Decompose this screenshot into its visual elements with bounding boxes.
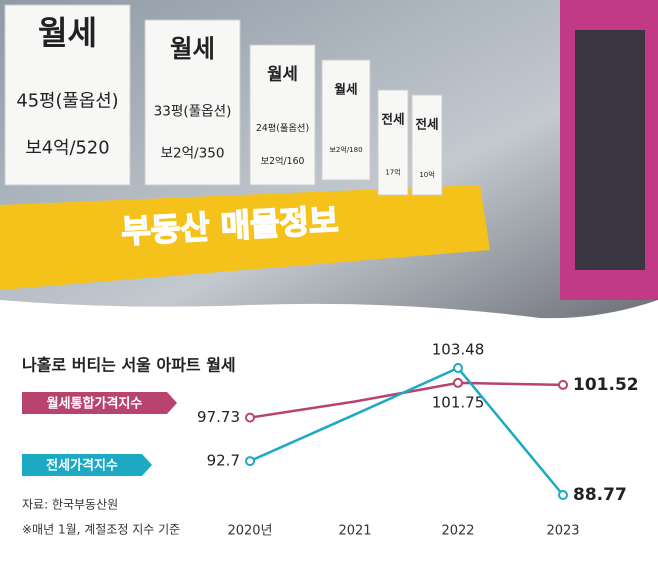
x-tick-label: 2021 bbox=[338, 524, 371, 539]
legend-tag bbox=[22, 454, 152, 476]
source: 자료: 한국부동산원 bbox=[22, 498, 118, 512]
value-label: 103.48 bbox=[432, 341, 485, 359]
sign-text: 33평(풀옵션) bbox=[154, 104, 232, 120]
x-tick-label: 2023 bbox=[546, 524, 579, 539]
marker bbox=[453, 377, 463, 388]
sign-text: 보2억/350 bbox=[160, 145, 224, 161]
sign-text: 10억 bbox=[419, 171, 434, 179]
sign-heading: 월세 bbox=[267, 64, 298, 84]
marker bbox=[558, 490, 568, 500]
legend-label: 전세가격지수 bbox=[46, 458, 118, 474]
sign-text: 24평(풀옵션) bbox=[256, 123, 309, 134]
sign bbox=[377, 89, 409, 196]
legend-label: 월세통합가격지수 bbox=[47, 396, 143, 412]
sign-heading: 전세 bbox=[415, 117, 438, 132]
sign-text: 17억 bbox=[385, 169, 400, 177]
photo: 월세 45평(풀옵션) 보4억/520 월세 33평(풀옵션) 보2억/350 월세 24평(… bbox=[0, 0, 658, 319]
chart: 나홀로 버티는 서울 아파트 월세 자료: 한국부동산원 ※매년 1월, 계절조… bbox=[0, 330, 658, 585]
marker bbox=[245, 456, 255, 467]
legend-tag bbox=[22, 392, 177, 414]
x-tick-label: 2022 bbox=[441, 524, 474, 539]
sign-heading: 월세 bbox=[38, 14, 97, 52]
banner-strip bbox=[0, 185, 490, 290]
sign-heading: 월세 bbox=[170, 34, 215, 63]
chart-title: 나홀로 버티는 서울 아파트 월세 bbox=[22, 356, 236, 375]
x-tick-label: 2020년 bbox=[227, 524, 272, 539]
marker bbox=[558, 379, 568, 390]
sign bbox=[249, 44, 316, 186]
storefront-window bbox=[575, 30, 645, 270]
sign-heading: 전세 bbox=[381, 112, 404, 127]
value-label: 101.75 bbox=[432, 393, 485, 411]
marker bbox=[245, 412, 255, 423]
series-line bbox=[249, 366, 564, 496]
note: ※매년 1월, 계절조정 지수 기준 bbox=[22, 523, 180, 537]
sign bbox=[4, 4, 131, 186]
value-label: 101.52 bbox=[573, 375, 639, 395]
sign bbox=[144, 19, 241, 186]
sign-text: 보2억/180 bbox=[329, 146, 362, 154]
sign-text: 보2억/160 bbox=[261, 155, 305, 167]
value-label: 97.73 bbox=[197, 408, 240, 426]
sign bbox=[411, 94, 443, 196]
marker bbox=[453, 363, 463, 373]
sign bbox=[321, 59, 371, 181]
sign-heading: 월세 bbox=[334, 82, 357, 97]
value-label: 88.77 bbox=[573, 485, 627, 505]
value-label: 92.7 bbox=[207, 452, 240, 470]
sign-text: 45평(풀옵션) bbox=[16, 91, 118, 112]
sign-text: 보4억/520 bbox=[25, 137, 109, 158]
